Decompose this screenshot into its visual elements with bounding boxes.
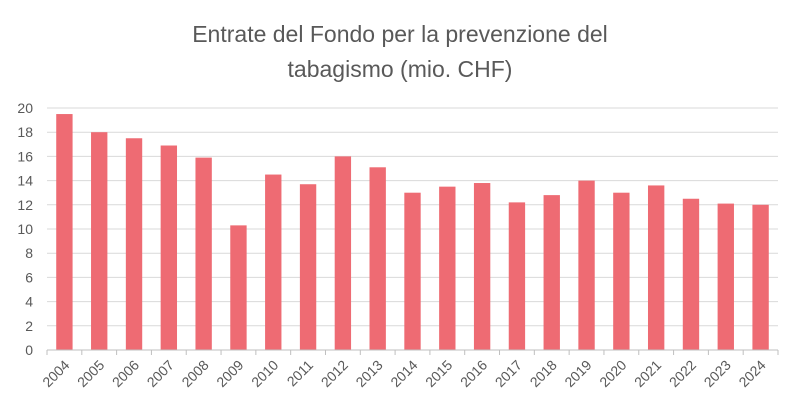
x-tick-label-2017: 2017 bbox=[492, 357, 525, 390]
bar-2010 bbox=[265, 174, 282, 350]
y-tick-label-18: 18 bbox=[17, 124, 33, 140]
y-tick-label-8: 8 bbox=[25, 245, 33, 261]
bar-2024 bbox=[752, 204, 769, 350]
x-tick-label-2015: 2015 bbox=[422, 357, 455, 390]
y-tick-label-12: 12 bbox=[17, 197, 33, 213]
bar-2019 bbox=[578, 180, 595, 350]
bar-2017 bbox=[508, 202, 526, 350]
bar-2005 bbox=[91, 132, 108, 350]
x-tick-label-2013: 2013 bbox=[352, 357, 385, 390]
axes bbox=[46, 349, 779, 355]
x-tick-label-2006: 2006 bbox=[109, 357, 142, 390]
x-tick-label-2016: 2016 bbox=[457, 357, 490, 390]
x-tick-label-2004: 2004 bbox=[39, 357, 72, 390]
bar-2008 bbox=[195, 157, 212, 350]
x-tick-label-2005: 2005 bbox=[74, 357, 107, 390]
bar-2018 bbox=[543, 195, 560, 350]
bar-2022 bbox=[682, 198, 700, 350]
bar-2016 bbox=[473, 183, 491, 350]
y-tick-label-20: 20 bbox=[17, 100, 33, 116]
bar-2013 bbox=[369, 167, 386, 350]
x-tick-label-2008: 2008 bbox=[178, 357, 211, 390]
x-tick-label-2022: 2022 bbox=[666, 357, 699, 390]
bar-2021 bbox=[647, 185, 665, 350]
bars bbox=[56, 114, 769, 350]
x-tick-label-2021: 2021 bbox=[631, 357, 664, 390]
x-tick-label-2011: 2011 bbox=[284, 357, 317, 390]
bar-2014 bbox=[404, 192, 421, 350]
bar-2020 bbox=[613, 192, 630, 350]
x-tick-label-2018: 2018 bbox=[527, 357, 560, 390]
y-tick-label-0: 0 bbox=[25, 342, 33, 358]
y-tick-label-16: 16 bbox=[17, 148, 33, 164]
bar-2007 bbox=[160, 145, 178, 350]
x-tick-label-2012: 2012 bbox=[318, 357, 351, 390]
x-tick-label-2023: 2023 bbox=[701, 357, 734, 390]
x-tick-labels: 2004 2005 2006 2007 2008 2009 2010 2011 2012 2013… bbox=[39, 357, 769, 390]
bar-2023 bbox=[717, 203, 734, 350]
x-tick-label-2007: 2007 bbox=[144, 357, 177, 390]
x-tick-label-2010: 2010 bbox=[248, 357, 281, 390]
x-tick-label-2009: 2009 bbox=[213, 357, 246, 390]
bar-2004 bbox=[56, 114, 73, 350]
bar-2011 bbox=[299, 184, 317, 350]
bar-2015 bbox=[439, 186, 456, 350]
bar-2012 bbox=[334, 156, 352, 350]
y-tick-label-14: 14 bbox=[17, 173, 33, 189]
bar-2006 bbox=[125, 138, 143, 350]
bar-2009 bbox=[230, 225, 247, 350]
y-tick-label-6: 6 bbox=[25, 269, 33, 285]
x-tick-label-2014: 2014 bbox=[387, 357, 420, 390]
x-tick-label-2020: 2020 bbox=[596, 357, 629, 390]
chart-title: Entrate del Fondo per la prevenzione del… bbox=[192, 21, 608, 82]
y-tick-labels: 0 2 4 6 8 10 12 14 16 18 20 bbox=[17, 100, 33, 358]
y-tick-label-10: 10 bbox=[17, 221, 33, 237]
x-tick-label-2019: 2019 bbox=[561, 357, 594, 390]
y-tick-label-2: 2 bbox=[25, 318, 33, 334]
y-tick-label-4: 4 bbox=[25, 294, 33, 310]
x-tick-label-2024: 2024 bbox=[735, 357, 768, 390]
